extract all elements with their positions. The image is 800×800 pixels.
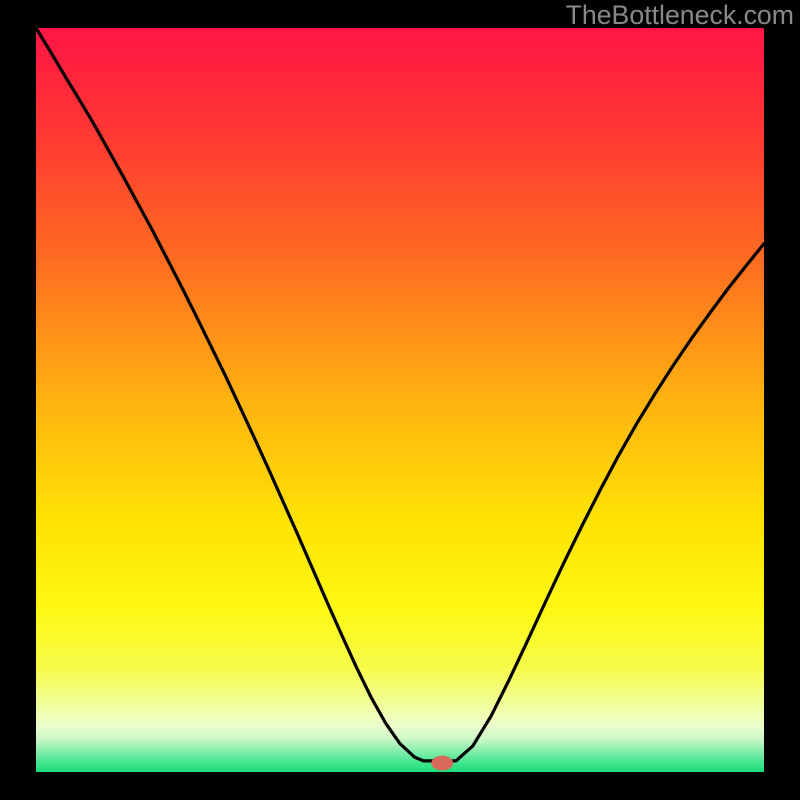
watermark-text: TheBottleneck.com xyxy=(566,0,794,31)
chart-stage: TheBottleneck.com xyxy=(0,0,800,800)
plot-background xyxy=(36,28,764,772)
minimum-marker xyxy=(431,756,453,771)
bottleneck-chart xyxy=(0,0,800,800)
